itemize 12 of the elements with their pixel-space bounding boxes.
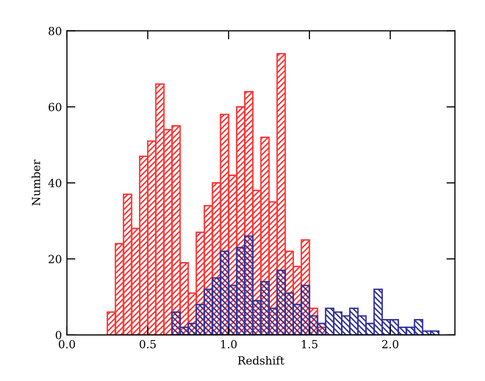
x-tick-label: 0.5 xyxy=(140,340,156,348)
x-tick-label: 0.0 xyxy=(58,340,76,348)
y-tick-label: 80 xyxy=(48,26,62,36)
y-axis-title: Number xyxy=(32,160,40,206)
y-tick-label: 0 xyxy=(56,330,62,340)
x-axis-title: Redshift xyxy=(238,356,284,365)
y-tick-label: 40 xyxy=(48,178,62,188)
x-tick-label: 1.5 xyxy=(302,340,318,348)
y-tick-label: 20 xyxy=(48,254,62,264)
y-tick-label: 60 xyxy=(48,102,62,112)
x-tick-label: 1.0 xyxy=(221,340,237,348)
x-tick-label: 2.0 xyxy=(382,340,398,348)
